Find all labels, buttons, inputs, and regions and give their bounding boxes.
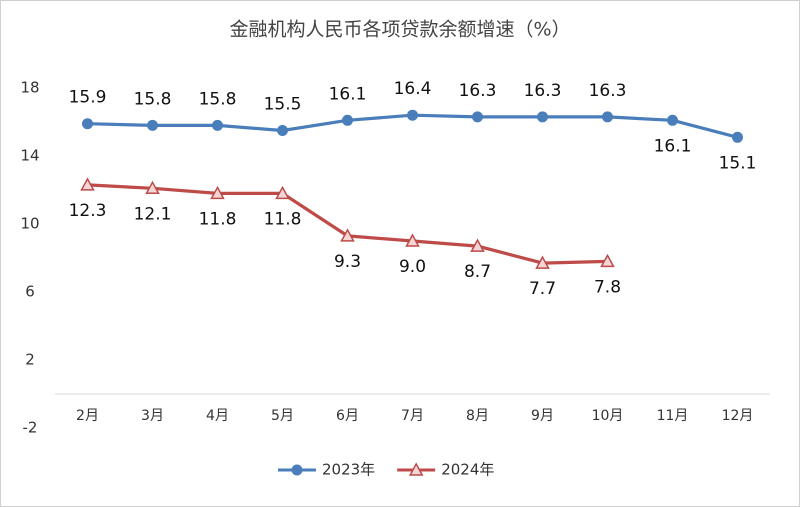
data-point [405, 233, 420, 247]
data-label: 15.1 [719, 153, 757, 173]
data-label: 7.8 [594, 277, 621, 297]
data-label: 9.0 [399, 257, 426, 277]
data-label: 12.1 [134, 204, 172, 224]
y-tick-label: 10 [20, 215, 39, 233]
legend-marker [408, 462, 424, 476]
data-label: 8.7 [464, 262, 491, 282]
data-point [342, 114, 353, 126]
data-label: 16.1 [329, 84, 367, 104]
data-point [472, 111, 483, 123]
legend-marker [291, 464, 303, 476]
x-tick-label: 10月 [592, 408, 624, 424]
x-tick-label: 11月 [657, 408, 689, 424]
x-tick-label: 9月 [531, 408, 554, 424]
x-tick-label: 6月 [336, 408, 359, 424]
data-point [602, 111, 613, 123]
legend-label: 2024年 [441, 461, 494, 479]
data-label: 15.8 [199, 89, 237, 109]
data-label: 12.3 [69, 201, 107, 221]
data-label: 16.3 [589, 81, 627, 101]
data-point [277, 125, 288, 136]
y-tick-label: 18 [20, 79, 39, 97]
data-label: 16.3 [524, 81, 562, 101]
data-label: 9.3 [334, 252, 361, 272]
data-label: 16.3 [459, 81, 497, 101]
data-point [82, 118, 93, 130]
data-point [212, 119, 223, 131]
y-tick-label: 2 [25, 351, 35, 369]
data-label: 11.8 [199, 209, 237, 229]
x-tick-label: 8月 [466, 408, 489, 424]
data-point [535, 255, 550, 269]
x-tick-label: 7月 [401, 408, 424, 424]
x-tick-label: 12月 [722, 408, 754, 424]
chart-title: 金融机构人民币各项贷款余额增速（%） [229, 19, 570, 41]
data-label: 15.5 [264, 95, 302, 115]
data-label: 16.1 [654, 136, 692, 156]
data-point [147, 119, 158, 131]
data-label: 11.8 [264, 209, 302, 229]
data-point [537, 111, 548, 123]
data-label: 15.9 [69, 88, 107, 108]
legend-label: 2023年 [322, 461, 375, 479]
data-point [275, 185, 290, 200]
y-tick-label: -2 [23, 419, 38, 437]
data-label: 15.8 [134, 89, 172, 109]
y-tick-label: 14 [20, 147, 39, 165]
data-point [600, 253, 615, 268]
x-tick-label: 4月 [206, 408, 229, 424]
data-point [80, 177, 95, 191]
x-tick-label: 5月 [271, 408, 294, 424]
y-tick-label: 6 [25, 283, 35, 301]
data-point [340, 228, 355, 242]
data-point [407, 109, 418, 121]
data-label: 7.7 [529, 279, 556, 299]
data-point [667, 114, 678, 126]
data-point [470, 238, 485, 252]
data-point [210, 185, 225, 200]
data-point [145, 180, 160, 195]
data-point [732, 131, 743, 143]
x-tick-label: 3月 [141, 408, 164, 424]
data-label: 16.4 [394, 79, 432, 99]
x-tick-label: 2月 [76, 408, 99, 424]
